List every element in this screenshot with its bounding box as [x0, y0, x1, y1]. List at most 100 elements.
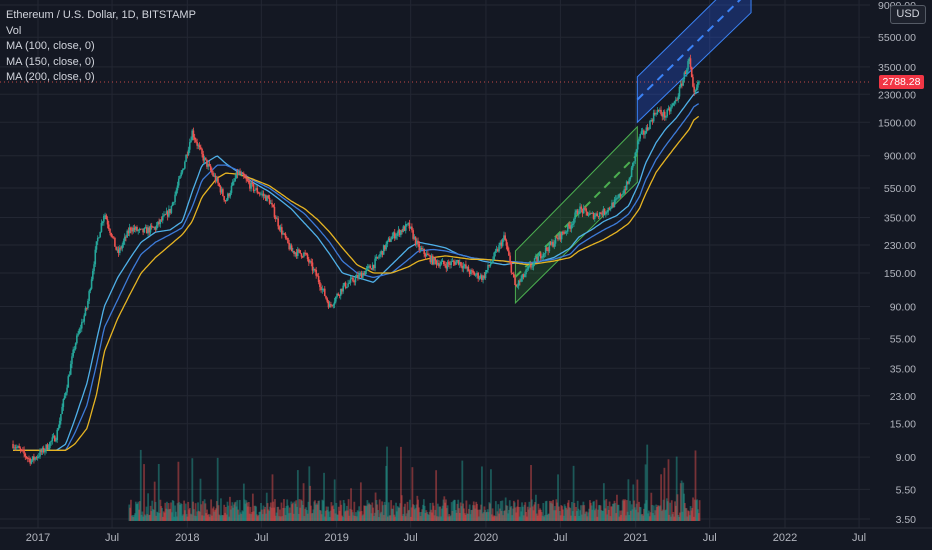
volume-bar	[505, 505, 508, 521]
volume-bar	[443, 496, 446, 521]
candle-body	[355, 275, 358, 278]
legend-volume[interactable]: Vol	[6, 24, 22, 37]
candle-body	[645, 127, 648, 134]
volume-bar	[445, 508, 448, 521]
volume-bar	[320, 514, 323, 521]
legend-symbol[interactable]: Ethereum / U.S. Dollar, 1D, BITSTAMP	[6, 9, 196, 21]
legend-ma200[interactable]: MA (200, close, 0)	[6, 71, 95, 83]
volume-bar	[377, 516, 380, 521]
volume-bar	[172, 501, 175, 521]
volume-bar	[139, 449, 142, 521]
candle-body	[262, 193, 265, 196]
volume-bar	[395, 511, 398, 521]
volume-bar	[297, 513, 300, 521]
candle-body	[508, 250, 510, 256]
volume-bar	[391, 508, 394, 521]
candle-body	[493, 252, 495, 260]
candle-body	[644, 133, 646, 135]
volume-bar	[419, 516, 422, 521]
candle-body	[632, 162, 634, 168]
candle-body	[69, 364, 72, 375]
volume-bar	[417, 499, 420, 521]
candle-body	[34, 457, 36, 460]
volume-bar	[465, 500, 468, 521]
candle-body	[111, 236, 114, 238]
volume-bar	[200, 504, 203, 521]
volume-bar	[454, 510, 457, 521]
y-tick-label: 90.00	[890, 301, 916, 313]
volume-bar	[618, 516, 621, 521]
volume-bar	[530, 465, 532, 521]
volume-bar	[359, 511, 361, 521]
volume-bar	[503, 510, 505, 521]
candle-body	[438, 263, 440, 267]
candle-body	[51, 437, 54, 442]
candle-body	[445, 265, 448, 269]
volume-bar	[384, 504, 387, 521]
candle-body	[29, 458, 32, 464]
volume-bar	[410, 507, 413, 521]
legend-ma100[interactable]: MA (100, close, 0)	[6, 40, 95, 52]
volume-bar	[496, 511, 499, 521]
volume-bar	[517, 499, 519, 521]
candle-body	[161, 216, 164, 221]
candle-body	[592, 212, 595, 219]
candle-body	[65, 392, 67, 396]
volume-bar	[341, 516, 344, 521]
candle-body	[20, 449, 23, 451]
candle-body	[125, 236, 127, 238]
candle-body	[639, 133, 641, 139]
volume-bar	[537, 503, 540, 521]
volume-bar	[310, 513, 313, 521]
candle-body	[571, 223, 574, 225]
candle-body	[537, 256, 540, 262]
candle-body	[346, 286, 348, 289]
volume-bar	[348, 515, 351, 521]
volume-bar	[229, 509, 232, 521]
volume-bar	[526, 506, 529, 521]
candle-body	[479, 275, 482, 279]
volume-bar	[159, 499, 162, 521]
currency-button[interactable]: USD	[890, 5, 926, 24]
volume-bar	[386, 446, 388, 521]
volume-bar	[404, 503, 406, 521]
volume-bar	[418, 507, 420, 521]
volume-bar	[514, 507, 517, 521]
candle-body	[478, 278, 481, 279]
volume-bar	[570, 515, 573, 521]
volume-bar	[284, 515, 287, 521]
volume-bar	[266, 503, 269, 521]
volume-bar	[355, 512, 357, 521]
volume-bar	[333, 479, 336, 521]
candle-body	[308, 259, 310, 263]
candle-body	[424, 254, 427, 257]
volume-bars	[128, 444, 701, 521]
volume-bar	[670, 516, 672, 521]
volume-bar	[351, 512, 354, 521]
candle-body	[160, 219, 163, 221]
volume-bar	[409, 499, 411, 521]
candle-body	[304, 252, 306, 254]
volume-bar	[206, 509, 208, 521]
volume-bar	[692, 516, 695, 521]
candle-body	[87, 300, 89, 309]
candle-body	[452, 261, 455, 263]
candle-body	[570, 224, 573, 229]
candle-body	[201, 149, 203, 155]
candle-body	[126, 230, 128, 238]
candle-body	[249, 182, 251, 189]
volume-bar	[373, 516, 375, 521]
candle-body	[694, 89, 697, 93]
volume-bar	[545, 500, 548, 521]
legend-ma150[interactable]: MA (150, close, 0)	[6, 55, 95, 68]
candle-body	[466, 266, 468, 269]
volume-bar	[549, 502, 552, 521]
candle-body	[465, 264, 467, 269]
candle-body	[474, 274, 477, 276]
candle-body	[316, 275, 319, 277]
candle-body	[476, 272, 478, 275]
candle-body	[555, 237, 558, 239]
volume-bar	[411, 467, 414, 521]
candle-body	[589, 213, 591, 216]
